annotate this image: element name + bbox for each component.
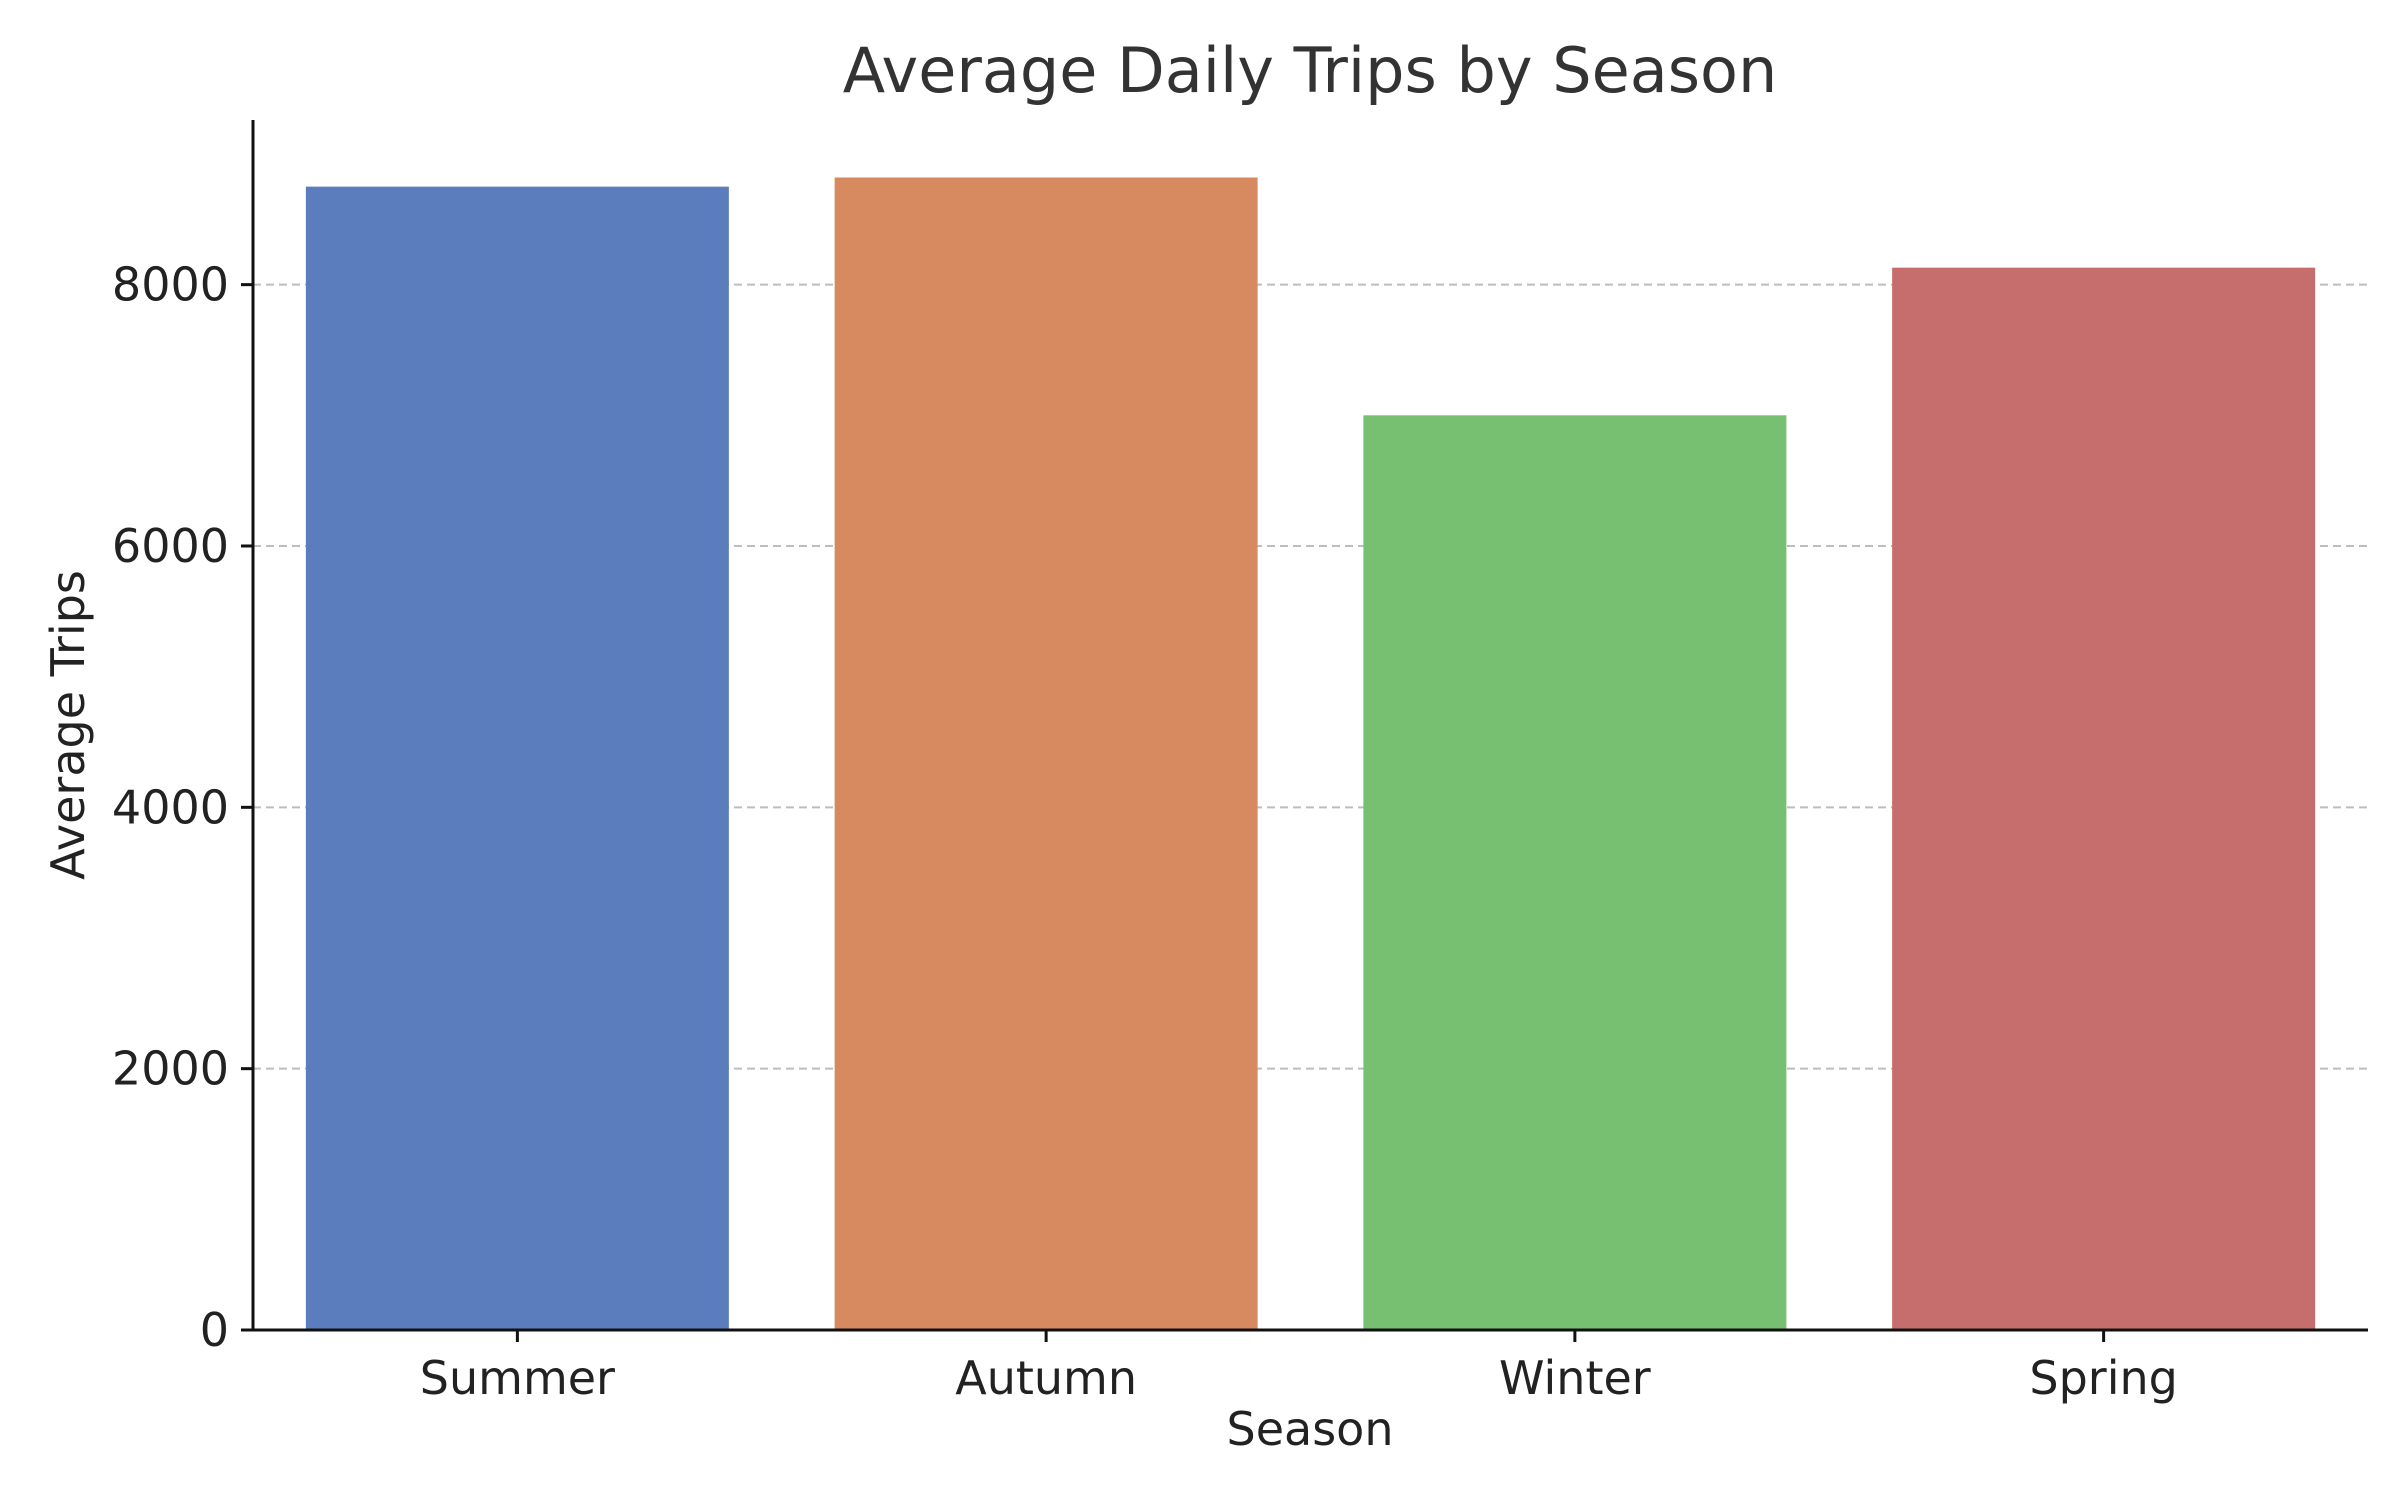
x-tick-label-autumn: Autumn <box>955 1351 1137 1405</box>
x-axis-label: Season <box>1227 1402 1394 1456</box>
bar-summer <box>305 186 729 1330</box>
x-tick-label-spring: Spring <box>2029 1351 2177 1405</box>
chart-title: Average Daily Trips by Season <box>843 34 1778 107</box>
y-tick-label: 4000 <box>112 780 229 834</box>
y-tick-label: 8000 <box>112 258 229 312</box>
x-tick-label-winter: Winter <box>1499 1351 1651 1405</box>
axes <box>251 120 2368 1332</box>
bar-spring <box>1892 267 2316 1330</box>
bar-autumn <box>834 177 1258 1330</box>
x-tick-label-summer: Summer <box>420 1351 615 1405</box>
y-tick-label: 2000 <box>112 1042 229 1096</box>
bars <box>305 177 2316 1330</box>
y-tick-label: 0 <box>200 1303 229 1357</box>
ticks: 0 2000 4000 6000 8000 Summer Autumn Winter Sprin… <box>112 258 2178 1405</box>
y-tick-label: 6000 <box>112 519 229 573</box>
bar-winter <box>1363 415 1787 1330</box>
y-axis-label: Average Trips <box>41 570 95 880</box>
